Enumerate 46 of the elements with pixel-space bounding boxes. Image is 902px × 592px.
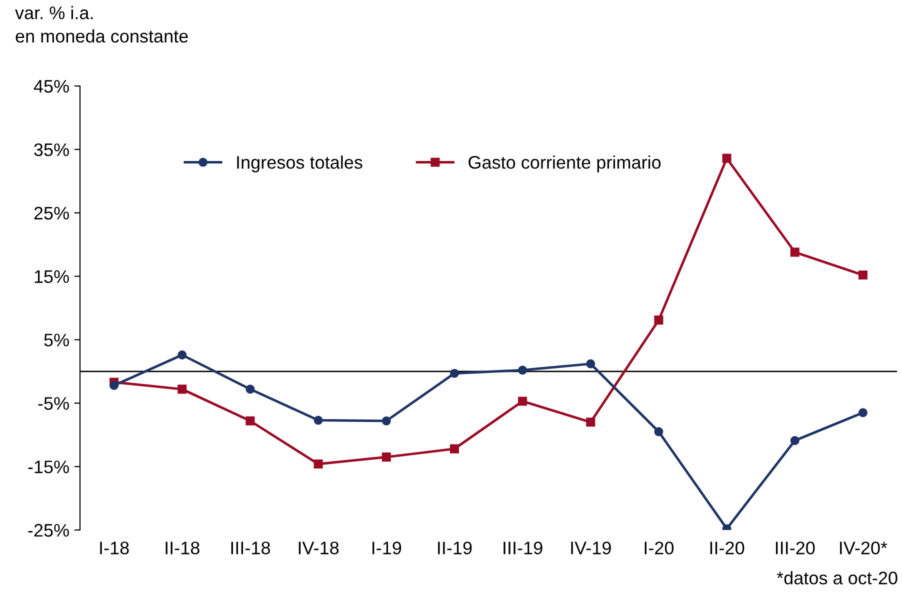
x-tick-label: III-20: [776, 542, 815, 554]
x-tick-label: IV-19: [571, 542, 611, 554]
point: [858, 408, 868, 418]
point: [790, 248, 800, 257]
point: [654, 316, 664, 325]
y-tick-label: 35%: [34, 143, 69, 156]
x-tick-label: I-18: [100, 542, 129, 554]
y-axis-title: var. % i.a. en moneda constante: [15, 6, 188, 43]
point: [178, 384, 187, 394]
point: [382, 416, 391, 426]
x-tick-label: II-20: [710, 542, 744, 554]
legend-label: Ingresos totales: [237, 156, 362, 172]
y-tick-label: -25%: [28, 524, 69, 537]
y-tick-label: 45%: [34, 80, 69, 93]
point: [722, 154, 732, 163]
point: [450, 368, 459, 378]
x-tick-label: I-20: [644, 542, 674, 554]
point: [314, 460, 323, 469]
x-tick-label: I-19: [372, 542, 402, 554]
x-tick-label: IV-20*: [840, 542, 888, 554]
y-tick-label: 5%: [44, 334, 69, 346]
point: [314, 416, 323, 425]
x-tick-label: III-18: [231, 542, 270, 554]
y-tick-label: 15%: [34, 270, 69, 284]
point: [246, 384, 255, 394]
point: [586, 418, 596, 427]
point: [450, 444, 459, 454]
y-tick-label: -5%: [38, 397, 69, 410]
point: [382, 452, 391, 462]
y-tick-label: 25%: [34, 206, 69, 220]
point: [586, 359, 596, 368]
legend-label: Gasto corriente primario: [468, 156, 661, 172]
x-tick-label: III-19: [504, 542, 542, 554]
point: [518, 396, 528, 406]
point: [178, 350, 187, 360]
point: [518, 366, 528, 375]
x-tick-label: IV-18: [298, 542, 339, 554]
x-tick-label: II-19: [438, 542, 472, 554]
point: [858, 270, 868, 280]
x-tick-label: II-18: [166, 542, 200, 554]
text: *datos a oct-20: [776, 571, 898, 584]
point: [110, 380, 119, 390]
point: [790, 436, 800, 446]
point: [654, 427, 664, 436]
y-tick-label: -15%: [28, 460, 69, 474]
point: [246, 416, 255, 426]
